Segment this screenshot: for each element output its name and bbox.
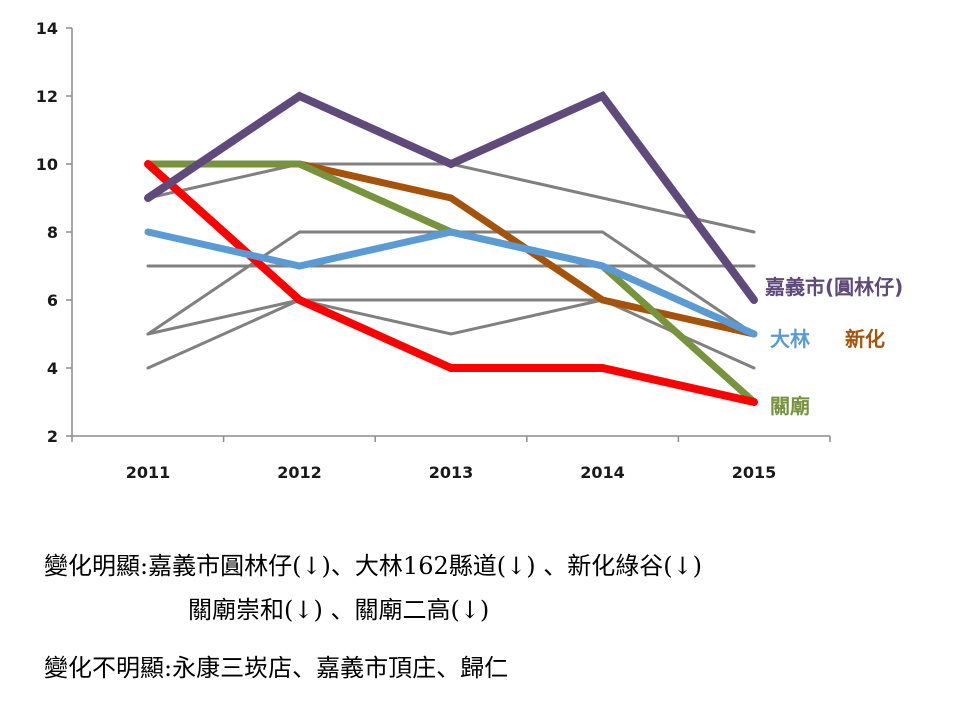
y-tick-label: 2: [47, 427, 58, 446]
y-tick-label: 14: [36, 19, 58, 38]
y-tick-label: 6: [47, 291, 58, 310]
y-tick-label: 8: [47, 223, 58, 242]
note-obvious-change-continued: 關廟崇和(↓) 、關廟二高(↓): [188, 596, 490, 624]
note-obvious-change: 變化明顯:嘉義市圓林仔(↓)、大林162縣道(↓) 、新化綠谷(↓): [44, 552, 703, 580]
x-tick-label: 2012: [277, 463, 322, 482]
series-label-xinhua: 新化: [845, 327, 885, 351]
y-tick-label: 12: [36, 87, 58, 106]
note-unobvious-change: 變化不明顯:永康三崁店、嘉義市頂庄、歸仁: [44, 654, 509, 682]
series-label-dalin: 大林: [770, 327, 810, 351]
series-line-9: [144, 91, 758, 304]
series-line-1: [146, 298, 756, 370]
x-tick-label: 2011: [126, 463, 171, 482]
y-tick-label: 4: [47, 359, 58, 378]
series-label-guanmiao: 關廟: [770, 394, 810, 418]
series-line-8: [144, 228, 758, 338]
chart-axes: 2 4 6 8 10 12 14 2011 2012 2013 2014 2015: [36, 19, 831, 482]
y-tick-label: 10: [36, 155, 58, 174]
x-tick-label: 2015: [732, 463, 777, 482]
chart-series: [144, 91, 758, 406]
x-tick-label: 2014: [580, 463, 625, 482]
series-label-jiayi: 嘉義市(圓林仔): [764, 275, 903, 299]
x-tick-label: 2013: [429, 463, 474, 482]
